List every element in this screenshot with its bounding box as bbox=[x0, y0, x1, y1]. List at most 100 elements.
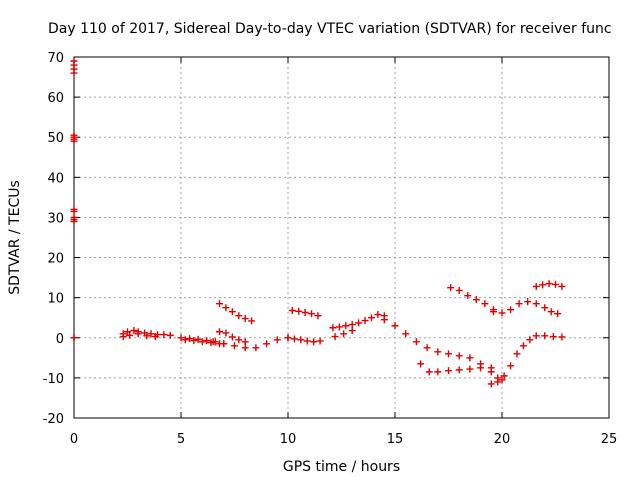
series-arc-17.6-19.5h-upper bbox=[447, 284, 497, 314]
data-point bbox=[515, 300, 523, 308]
data-point bbox=[545, 280, 553, 288]
x-tick-label: 0 bbox=[70, 432, 78, 447]
data-point bbox=[541, 332, 549, 340]
data-point bbox=[119, 333, 127, 341]
data-point bbox=[194, 335, 202, 343]
data-point bbox=[547, 308, 555, 316]
data-point bbox=[335, 323, 343, 331]
data-point bbox=[477, 364, 485, 372]
x-tick-label: 20 bbox=[494, 432, 511, 447]
data-point bbox=[235, 312, 243, 320]
data-point bbox=[160, 331, 168, 339]
y-tick-labels: -20 -10 0 10 20 30 40 50 60 70 bbox=[43, 51, 64, 427]
series-arc-6.5-9.5h-low bbox=[209, 334, 292, 352]
data-point bbox=[507, 306, 515, 314]
data-point bbox=[308, 310, 316, 318]
data-point bbox=[284, 334, 292, 342]
data-point bbox=[228, 308, 236, 316]
data-point bbox=[355, 319, 363, 327]
data-point bbox=[445, 350, 452, 358]
data-point bbox=[498, 309, 506, 317]
data-point bbox=[500, 372, 508, 380]
series-arc-14.5-20h bbox=[380, 316, 506, 384]
data-point bbox=[70, 69, 78, 77]
data-points bbox=[70, 57, 566, 388]
data-point bbox=[130, 327, 138, 335]
data-point bbox=[295, 307, 303, 315]
data-point bbox=[532, 282, 540, 290]
data-point bbox=[331, 333, 339, 341]
data-point bbox=[487, 380, 495, 388]
data-point bbox=[402, 330, 410, 338]
y-tick-label: 20 bbox=[47, 252, 64, 267]
data-point bbox=[151, 333, 159, 341]
data-point bbox=[248, 317, 256, 325]
data-point bbox=[361, 317, 369, 325]
data-point bbox=[241, 338, 249, 346]
data-point bbox=[532, 332, 540, 340]
y-tick-label: 40 bbox=[47, 171, 64, 186]
x-tick-label: 5 bbox=[177, 432, 185, 447]
x-tick-labels: 0 5 10 15 20 25 bbox=[70, 432, 617, 447]
y-tick-label: 10 bbox=[47, 292, 64, 307]
data-point bbox=[348, 327, 356, 335]
data-point bbox=[466, 365, 474, 373]
data-point bbox=[147, 330, 155, 338]
y-tick-label: 30 bbox=[47, 211, 64, 226]
data-point bbox=[241, 344, 249, 352]
data-point bbox=[447, 284, 455, 292]
data-point bbox=[134, 330, 142, 338]
data-point bbox=[216, 328, 224, 336]
data-point bbox=[489, 308, 497, 316]
data-point bbox=[487, 364, 495, 372]
data-point bbox=[126, 331, 134, 339]
data-point bbox=[70, 137, 78, 145]
series-arc-21.5-22.8h-upper bbox=[532, 280, 566, 290]
series-arc-2.3-4.5h bbox=[119, 327, 174, 341]
data-point bbox=[190, 337, 198, 345]
data-point bbox=[507, 362, 515, 370]
data-point bbox=[554, 310, 562, 318]
data-point bbox=[290, 335, 298, 343]
data-point bbox=[552, 280, 559, 288]
series-arc-19.6-22.6h bbox=[489, 298, 562, 318]
series-arc-16.2-19.5h bbox=[417, 360, 495, 376]
data-point bbox=[222, 304, 230, 312]
data-point bbox=[380, 316, 388, 324]
data-point bbox=[288, 307, 296, 315]
data-point bbox=[231, 342, 238, 350]
data-point bbox=[466, 354, 474, 362]
data-point bbox=[301, 309, 309, 317]
data-point bbox=[423, 344, 431, 352]
data-point bbox=[340, 330, 348, 338]
data-point bbox=[526, 336, 534, 344]
y-axis-label: SDTVAR / TECUs bbox=[7, 180, 23, 295]
data-point bbox=[314, 312, 322, 320]
data-point bbox=[181, 336, 189, 344]
chart-title: Day 110 of 2017, Sidereal Day-to-day VTE… bbox=[48, 21, 612, 37]
data-point bbox=[455, 366, 463, 374]
data-point bbox=[220, 340, 228, 348]
data-point bbox=[464, 292, 472, 300]
data-point bbox=[367, 314, 375, 322]
data-point bbox=[222, 329, 230, 337]
data-point bbox=[70, 217, 78, 225]
data-point bbox=[445, 367, 452, 375]
series-arc-6.8-8.3h-upper bbox=[216, 300, 256, 325]
data-point bbox=[263, 340, 271, 348]
data-point bbox=[124, 328, 131, 336]
data-point bbox=[273, 336, 281, 344]
data-point bbox=[498, 376, 506, 384]
data-point bbox=[228, 333, 236, 341]
data-point bbox=[316, 337, 324, 345]
data-point bbox=[524, 298, 532, 306]
data-point bbox=[412, 338, 420, 346]
data-point bbox=[374, 311, 382, 319]
data-point bbox=[519, 342, 527, 350]
data-point bbox=[186, 335, 194, 343]
data-point bbox=[513, 350, 521, 358]
data-point bbox=[481, 300, 489, 308]
series-arc-19.5-22.8h-lower bbox=[487, 332, 566, 388]
x-tick-label: 10 bbox=[280, 432, 297, 447]
series-arc-10-11.5h-lower bbox=[284, 334, 324, 346]
